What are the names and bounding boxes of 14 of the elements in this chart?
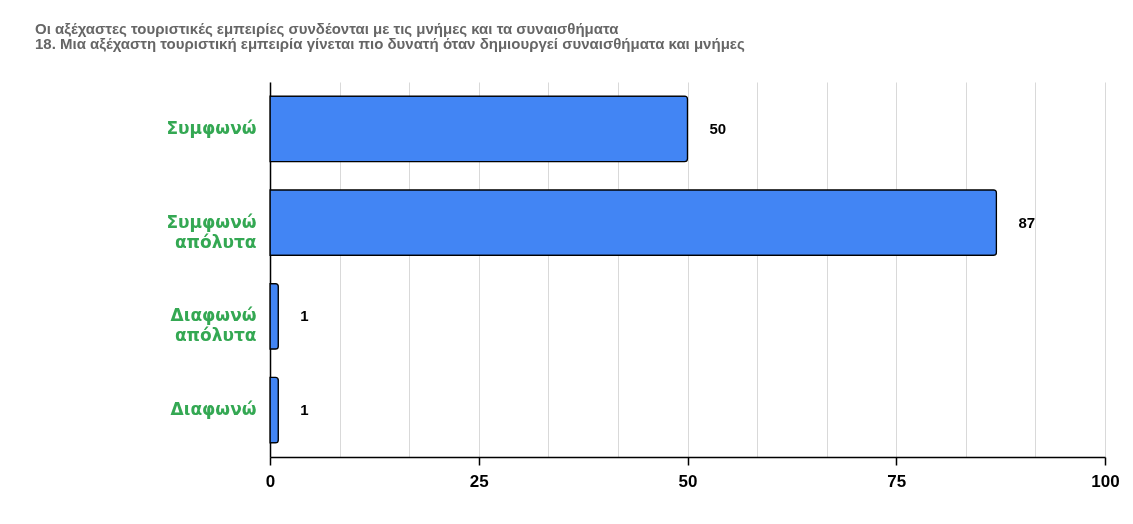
- data-label: 1: [300, 307, 309, 325]
- y-tick-label: Διαφωνώ: [170, 399, 257, 420]
- y-tick-label: Συμφωνώ απόλυτα: [166, 211, 257, 252]
- x-tick-label: 25: [469, 471, 489, 491]
- y-tick-label: Συμφωνώ: [166, 117, 257, 138]
- x-tick-label: 50: [678, 471, 698, 491]
- data-label: 50: [709, 119, 727, 137]
- x-tick-label: 0: [265, 471, 276, 491]
- data-label: 87: [1018, 213, 1036, 231]
- data-label: 1: [300, 401, 309, 419]
- y-tick-label: Διαφωνώ απόλυτα: [170, 305, 257, 346]
- x-tick-label: 75: [887, 471, 907, 491]
- chart-title: Οι αξέχαστες τουριστικές εμπειρίες συνδέονται με τις μνήμες και τα συναισθήματα: [35, 20, 620, 37]
- x-tick-label: 100: [1091, 471, 1120, 491]
